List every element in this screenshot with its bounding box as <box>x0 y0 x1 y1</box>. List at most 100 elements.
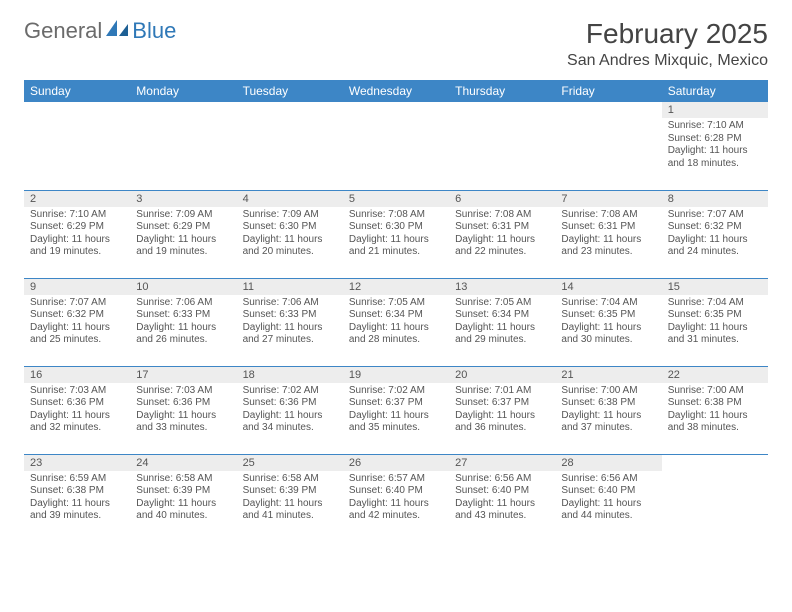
calendar-day-cell: 6Sunrise: 7:08 AMSunset: 6:31 PMDaylight… <box>449 190 555 278</box>
day-details: Sunrise: 7:08 AMSunset: 6:31 PMDaylight:… <box>555 207 661 263</box>
logo: General Blue <box>24 18 176 44</box>
sunrise-text: Sunrise: 7:08 AM <box>349 209 443 222</box>
daylight-text: Daylight: 11 hours and 38 minutes. <box>668 410 762 435</box>
sunrise-text: Sunrise: 6:58 AM <box>136 473 230 486</box>
sunset-text: Sunset: 6:32 PM <box>30 309 124 322</box>
calendar-day-cell <box>343 102 449 190</box>
day-number: 28 <box>555 455 661 471</box>
day-details: Sunrise: 7:03 AMSunset: 6:36 PMDaylight:… <box>24 383 130 439</box>
calendar-day-cell: 13Sunrise: 7:05 AMSunset: 6:34 PMDayligh… <box>449 278 555 366</box>
weekday-header: Friday <box>555 80 661 102</box>
sunset-text: Sunset: 6:34 PM <box>349 309 443 322</box>
day-details: Sunrise: 7:02 AMSunset: 6:36 PMDaylight:… <box>237 383 343 439</box>
day-details: Sunrise: 7:04 AMSunset: 6:35 PMDaylight:… <box>555 295 661 351</box>
day-number: 5 <box>343 191 449 207</box>
sunset-text: Sunset: 6:36 PM <box>30 397 124 410</box>
day-number: 23 <box>24 455 130 471</box>
sunrise-text: Sunrise: 7:04 AM <box>668 297 762 310</box>
day-number: 11 <box>237 279 343 295</box>
day-details: Sunrise: 6:56 AMSunset: 6:40 PMDaylight:… <box>555 471 661 527</box>
sunrise-text: Sunrise: 7:09 AM <box>136 209 230 222</box>
calendar-day-cell: 27Sunrise: 6:56 AMSunset: 6:40 PMDayligh… <box>449 454 555 542</box>
daylight-text: Daylight: 11 hours and 39 minutes. <box>30 498 124 523</box>
sunrise-text: Sunrise: 7:00 AM <box>561 385 655 398</box>
day-details: Sunrise: 7:05 AMSunset: 6:34 PMDaylight:… <box>343 295 449 351</box>
sunset-text: Sunset: 6:40 PM <box>561 485 655 498</box>
calendar-day-cell: 28Sunrise: 6:56 AMSunset: 6:40 PMDayligh… <box>555 454 661 542</box>
calendar-day-cell: 26Sunrise: 6:57 AMSunset: 6:40 PMDayligh… <box>343 454 449 542</box>
sunset-text: Sunset: 6:39 PM <box>136 485 230 498</box>
calendar-day-cell: 8Sunrise: 7:07 AMSunset: 6:32 PMDaylight… <box>662 190 768 278</box>
day-number: 2 <box>24 191 130 207</box>
daylight-text: Daylight: 11 hours and 43 minutes. <box>455 498 549 523</box>
daylight-text: Daylight: 11 hours and 18 minutes. <box>668 145 762 170</box>
sunset-text: Sunset: 6:35 PM <box>561 309 655 322</box>
sunset-text: Sunset: 6:28 PM <box>668 133 762 146</box>
sunset-text: Sunset: 6:33 PM <box>136 309 230 322</box>
sunrise-text: Sunrise: 6:56 AM <box>561 473 655 486</box>
calendar-day-cell <box>662 454 768 542</box>
sunset-text: Sunset: 6:34 PM <box>455 309 549 322</box>
logo-text-blue: Blue <box>132 18 176 44</box>
day-number: 14 <box>555 279 661 295</box>
sunset-text: Sunset: 6:38 PM <box>668 397 762 410</box>
day-details: Sunrise: 7:04 AMSunset: 6:35 PMDaylight:… <box>662 295 768 351</box>
sunrise-text: Sunrise: 7:00 AM <box>668 385 762 398</box>
sunrise-text: Sunrise: 7:07 AM <box>30 297 124 310</box>
sunrise-text: Sunrise: 7:09 AM <box>243 209 337 222</box>
calendar-day-cell: 24Sunrise: 6:58 AMSunset: 6:39 PMDayligh… <box>130 454 236 542</box>
calendar-day-cell: 2Sunrise: 7:10 AMSunset: 6:29 PMDaylight… <box>24 190 130 278</box>
calendar-week-row: 23Sunrise: 6:59 AMSunset: 6:38 PMDayligh… <box>24 454 768 542</box>
sunrise-text: Sunrise: 7:10 AM <box>668 120 762 133</box>
sunset-text: Sunset: 6:29 PM <box>30 221 124 234</box>
calendar-day-cell: 22Sunrise: 7:00 AMSunset: 6:38 PMDayligh… <box>662 366 768 454</box>
calendar-day-cell: 23Sunrise: 6:59 AMSunset: 6:38 PMDayligh… <box>24 454 130 542</box>
daylight-text: Daylight: 11 hours and 22 minutes. <box>455 234 549 259</box>
day-details: Sunrise: 7:06 AMSunset: 6:33 PMDaylight:… <box>237 295 343 351</box>
day-details: Sunrise: 6:58 AMSunset: 6:39 PMDaylight:… <box>237 471 343 527</box>
logo-sail-icon <box>106 20 130 43</box>
calendar-day-cell <box>130 102 236 190</box>
sunrise-text: Sunrise: 6:59 AM <box>30 473 124 486</box>
calendar-day-cell: 4Sunrise: 7:09 AMSunset: 6:30 PMDaylight… <box>237 190 343 278</box>
daylight-text: Daylight: 11 hours and 21 minutes. <box>349 234 443 259</box>
calendar-day-cell: 11Sunrise: 7:06 AMSunset: 6:33 PMDayligh… <box>237 278 343 366</box>
daylight-text: Daylight: 11 hours and 26 minutes. <box>136 322 230 347</box>
calendar-day-cell: 9Sunrise: 7:07 AMSunset: 6:32 PMDaylight… <box>24 278 130 366</box>
day-details: Sunrise: 7:05 AMSunset: 6:34 PMDaylight:… <box>449 295 555 351</box>
daylight-text: Daylight: 11 hours and 23 minutes. <box>561 234 655 259</box>
calendar-day-cell: 1Sunrise: 7:10 AMSunset: 6:28 PMDaylight… <box>662 102 768 190</box>
daylight-text: Daylight: 11 hours and 30 minutes. <box>561 322 655 347</box>
calendar-day-cell: 7Sunrise: 7:08 AMSunset: 6:31 PMDaylight… <box>555 190 661 278</box>
daylight-text: Daylight: 11 hours and 33 minutes. <box>136 410 230 435</box>
day-number: 21 <box>555 367 661 383</box>
sunrise-text: Sunrise: 7:03 AM <box>136 385 230 398</box>
sunrise-text: Sunrise: 7:08 AM <box>455 209 549 222</box>
calendar-week-row: 9Sunrise: 7:07 AMSunset: 6:32 PMDaylight… <box>24 278 768 366</box>
day-details: Sunrise: 7:10 AMSunset: 6:28 PMDaylight:… <box>662 118 768 174</box>
sunrise-text: Sunrise: 7:02 AM <box>243 385 337 398</box>
day-number: 20 <box>449 367 555 383</box>
calendar-header-row: SundayMondayTuesdayWednesdayThursdayFrid… <box>24 80 768 102</box>
day-details: Sunrise: 6:58 AMSunset: 6:39 PMDaylight:… <box>130 471 236 527</box>
day-number: 19 <box>343 367 449 383</box>
sunrise-text: Sunrise: 6:56 AM <box>455 473 549 486</box>
day-details: Sunrise: 7:02 AMSunset: 6:37 PMDaylight:… <box>343 383 449 439</box>
sunrise-text: Sunrise: 7:02 AM <box>349 385 443 398</box>
calendar-day-cell: 25Sunrise: 6:58 AMSunset: 6:39 PMDayligh… <box>237 454 343 542</box>
sunset-text: Sunset: 6:38 PM <box>561 397 655 410</box>
logo-text-general: General <box>24 18 102 44</box>
day-details: Sunrise: 7:08 AMSunset: 6:31 PMDaylight:… <box>449 207 555 263</box>
calendar-day-cell: 12Sunrise: 7:05 AMSunset: 6:34 PMDayligh… <box>343 278 449 366</box>
calendar-day-cell: 19Sunrise: 7:02 AMSunset: 6:37 PMDayligh… <box>343 366 449 454</box>
daylight-text: Daylight: 11 hours and 27 minutes. <box>243 322 337 347</box>
sunset-text: Sunset: 6:35 PM <box>668 309 762 322</box>
calendar-day-cell: 15Sunrise: 7:04 AMSunset: 6:35 PMDayligh… <box>662 278 768 366</box>
weekday-header: Sunday <box>24 80 130 102</box>
day-number: 4 <box>237 191 343 207</box>
sunset-text: Sunset: 6:37 PM <box>349 397 443 410</box>
daylight-text: Daylight: 11 hours and 44 minutes. <box>561 498 655 523</box>
daylight-text: Daylight: 11 hours and 42 minutes. <box>349 498 443 523</box>
calendar-day-cell <box>24 102 130 190</box>
sunset-text: Sunset: 6:36 PM <box>243 397 337 410</box>
